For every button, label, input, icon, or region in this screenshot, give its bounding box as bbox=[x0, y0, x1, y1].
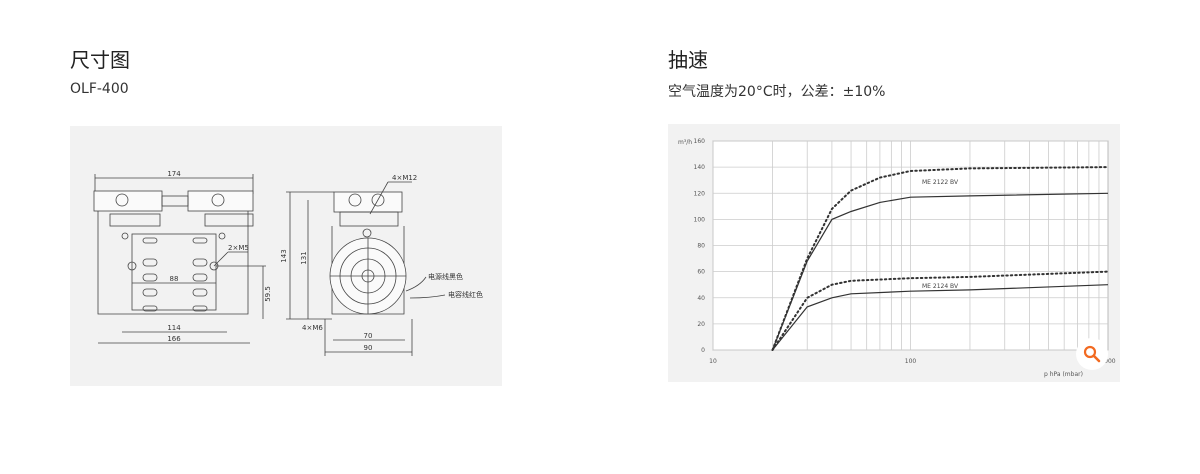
y-tick-label: 140 bbox=[694, 164, 706, 171]
x-tick-label: 10 bbox=[709, 358, 717, 365]
side-view bbox=[286, 181, 446, 356]
x-tick-label: 1000 bbox=[1100, 358, 1115, 365]
y-tick-label: 160 bbox=[694, 138, 706, 145]
dim-70: 70 bbox=[364, 332, 373, 340]
label-power-wire: 电源线黑色 bbox=[428, 272, 463, 281]
y-tick-label: 80 bbox=[697, 243, 705, 250]
speed-title: 抽速 bbox=[668, 48, 708, 72]
label-m6: 4×M6 bbox=[302, 324, 323, 332]
y-axis-label: m³/h bbox=[678, 139, 692, 146]
dim-114: 114 bbox=[167, 324, 181, 332]
annotation-me2122: ME 2122 BV bbox=[922, 179, 959, 186]
dim-131: 131 bbox=[300, 251, 308, 264]
pump-speed-chart: 0 20 40 60 80 100 120 140 160 10 100 1000 m³/h p hP… bbox=[668, 124, 1120, 382]
zoom-button[interactable] bbox=[1076, 338, 1108, 370]
dim-59-5: 59.5 bbox=[264, 286, 272, 302]
annotation-me2124: ME 2124 BV bbox=[922, 283, 959, 290]
dimension-title: 尺寸图 bbox=[70, 48, 130, 72]
dim-174: 174 bbox=[167, 170, 181, 178]
front-view bbox=[93, 174, 266, 344]
y-tick-label: 100 bbox=[694, 216, 706, 223]
y-tick-label: 120 bbox=[694, 190, 706, 197]
series-line-3 bbox=[771, 270, 1109, 351]
y-tick-label: 0 bbox=[701, 347, 705, 354]
series-line-1 bbox=[771, 166, 1109, 351]
series-line-2 bbox=[771, 192, 1109, 351]
speed-subtitle: 空气温度为20°C时，公差：±10% bbox=[668, 84, 886, 100]
y-tick-label: 40 bbox=[697, 295, 705, 302]
x-tick-label: 100 bbox=[905, 358, 917, 365]
y-tick-label: 20 bbox=[697, 321, 705, 328]
pump-drawing: 174 166 114 88 59.5 143 131 70 90 4×M12 … bbox=[93, 170, 483, 356]
dim-90: 90 bbox=[364, 344, 373, 352]
chart-svg: 0 20 40 60 80 100 120 140 160 10 100 1000 m³/h p hP… bbox=[678, 138, 1116, 378]
label-m12: 4×M12 bbox=[392, 174, 417, 182]
dimension-drawing: 174 166 114 88 59.5 143 131 70 90 4×M12 … bbox=[70, 126, 502, 386]
x-axis-label: p hPa (mbar) bbox=[1044, 371, 1083, 378]
label-cap-wire: 电容线红色 bbox=[448, 290, 483, 299]
y-tick-label: 60 bbox=[697, 269, 705, 276]
dim-166: 166 bbox=[167, 335, 181, 343]
dim-88: 88 bbox=[170, 275, 179, 283]
model-name: OLF-400 bbox=[70, 81, 129, 97]
label-m5: 2×M5 bbox=[228, 244, 249, 252]
series-line-4 bbox=[772, 284, 1109, 351]
magnifier-icon bbox=[1083, 345, 1101, 363]
dim-143: 143 bbox=[280, 249, 288, 262]
